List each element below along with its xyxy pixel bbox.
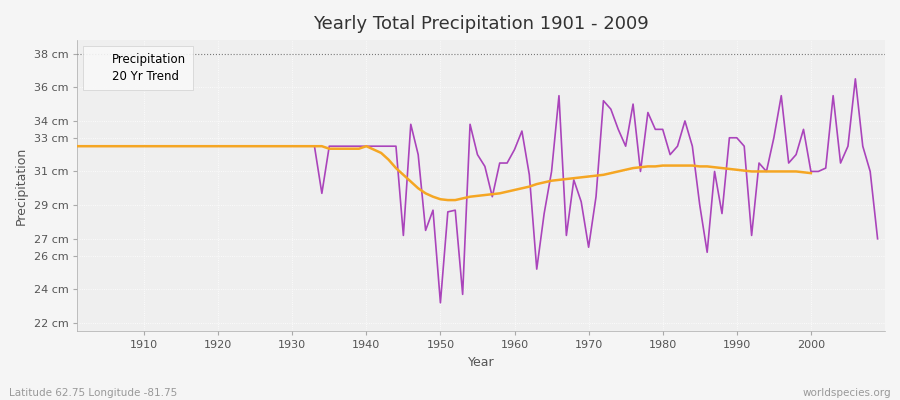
X-axis label: Year: Year — [468, 356, 494, 369]
Precipitation — [131, 144, 142, 148]
Precipitation — [606, 107, 616, 112]
Precipitation — [872, 236, 883, 241]
Title: Yearly Total Precipitation 1901 - 2009: Yearly Total Precipitation 1901 - 2009 — [313, 15, 649, 33]
Precipitation — [435, 300, 446, 305]
Text: Latitude 62.75 Longitude -81.75: Latitude 62.75 Longitude -81.75 — [9, 388, 177, 398]
Precipitation — [517, 129, 527, 134]
Precipitation — [72, 144, 83, 148]
Line: Precipitation: Precipitation — [77, 79, 878, 303]
Precipitation — [294, 144, 305, 148]
Text: worldspecies.org: worldspecies.org — [803, 388, 891, 398]
Precipitation — [509, 147, 520, 152]
Precipitation — [338, 144, 349, 148]
Precipitation — [850, 76, 860, 81]
Legend: Precipitation, 20 Yr Trend: Precipitation, 20 Yr Trend — [83, 46, 193, 90]
20 Yr Trend — [509, 188, 520, 192]
20 Yr Trend — [131, 144, 142, 148]
20 Yr Trend — [338, 146, 349, 151]
20 Yr Trend — [72, 144, 83, 148]
20 Yr Trend — [294, 144, 305, 148]
Line: 20 Yr Trend: 20 Yr Trend — [77, 146, 811, 200]
20 Yr Trend — [598, 172, 608, 177]
Y-axis label: Precipitation: Precipitation — [15, 147, 28, 225]
20 Yr Trend — [501, 189, 512, 194]
